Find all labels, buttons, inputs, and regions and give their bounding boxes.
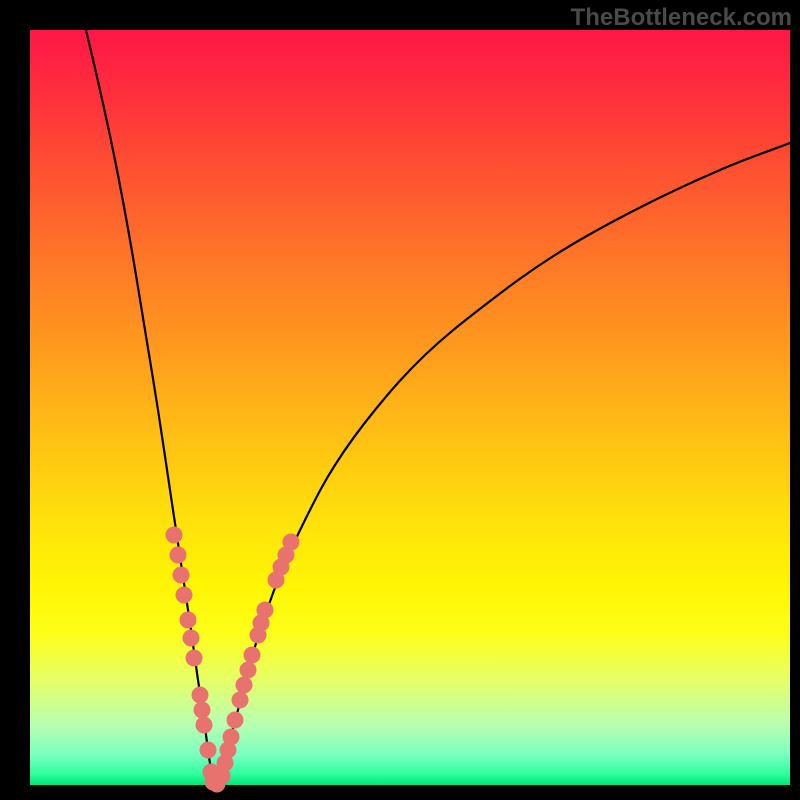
data-marker bbox=[236, 677, 253, 694]
data-marker bbox=[240, 662, 257, 679]
data-marker bbox=[166, 527, 183, 544]
data-marker bbox=[170, 547, 187, 564]
data-marker bbox=[176, 587, 193, 604]
data-marker bbox=[244, 647, 261, 664]
plot-area bbox=[30, 30, 790, 785]
data-marker bbox=[186, 650, 203, 667]
data-marker bbox=[223, 729, 240, 746]
data-marker bbox=[173, 567, 190, 584]
watermark-text: TheBottleneck.com bbox=[571, 4, 792, 32]
data-marker bbox=[232, 692, 249, 709]
data-marker bbox=[283, 534, 300, 551]
data-marker bbox=[180, 612, 197, 629]
chart-container: TheBottleneck.com bbox=[0, 0, 800, 800]
data-marker bbox=[196, 717, 213, 734]
marker-layer bbox=[30, 30, 790, 785]
data-marker bbox=[257, 602, 274, 619]
data-marker bbox=[183, 630, 200, 647]
data-marker bbox=[227, 712, 244, 729]
data-marker bbox=[200, 742, 217, 759]
